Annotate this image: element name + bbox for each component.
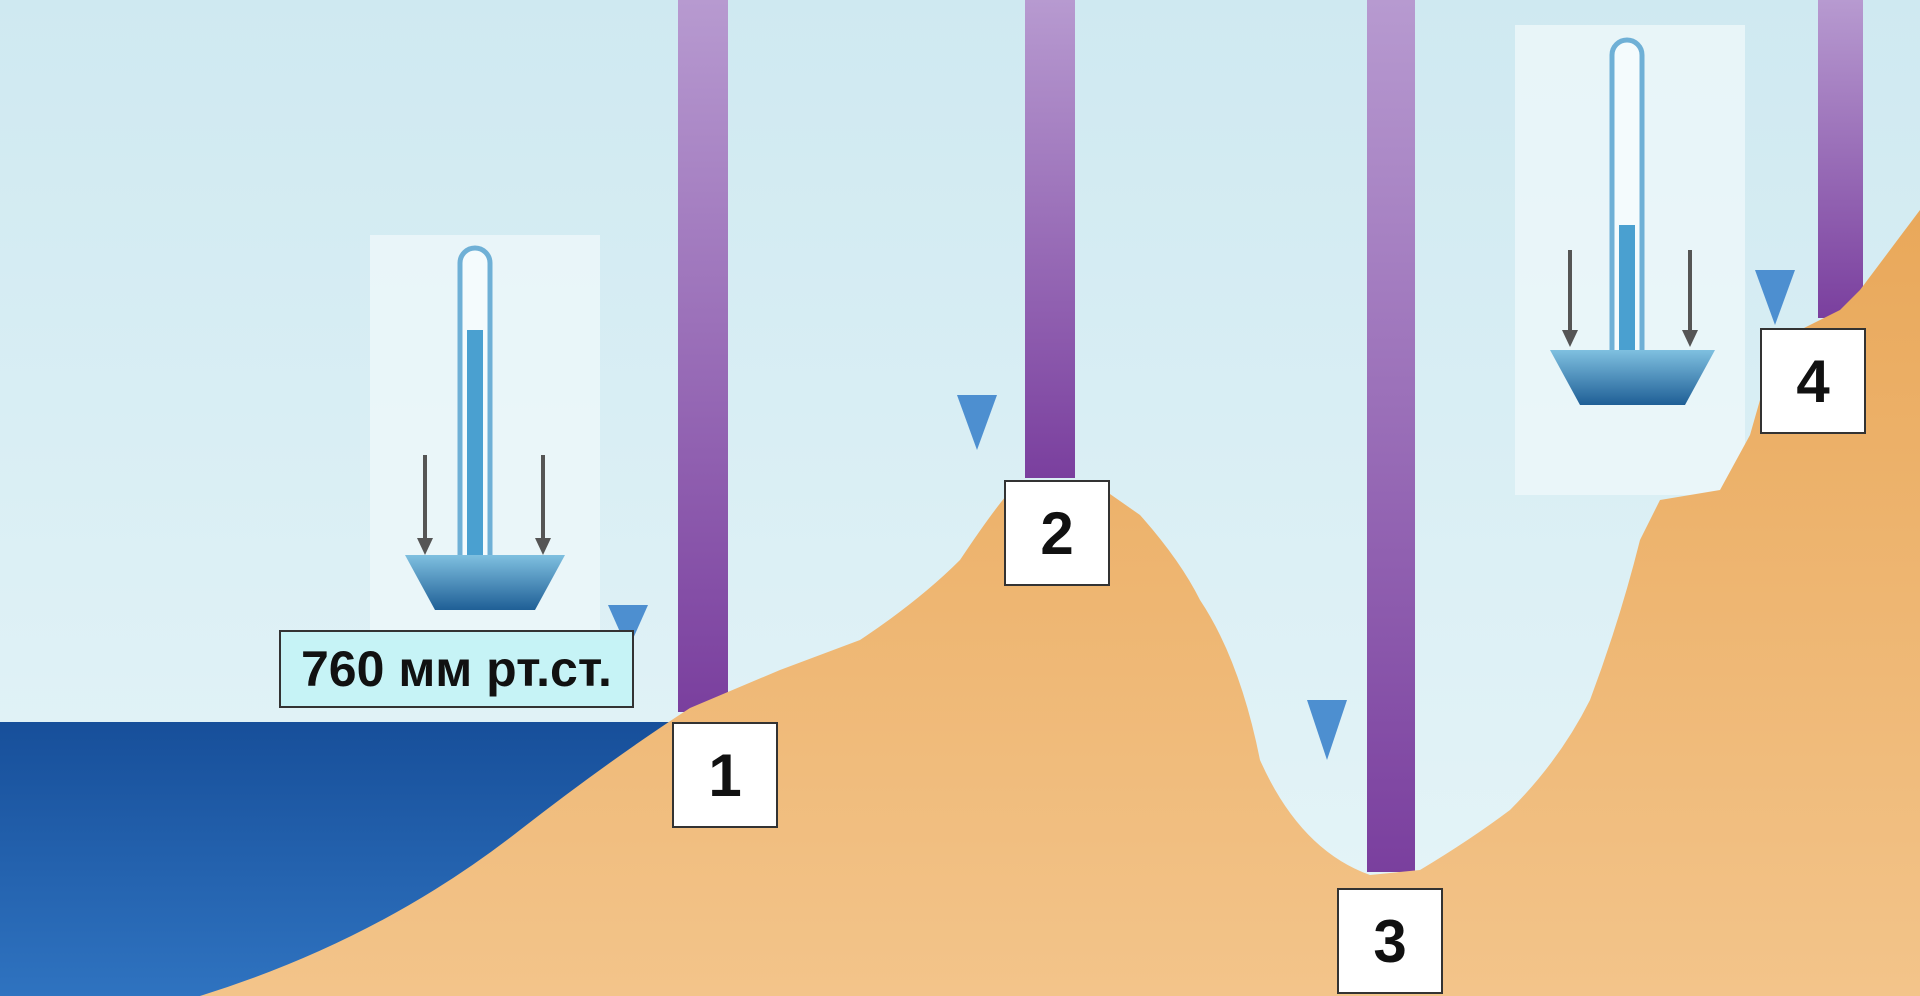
barometer-icon <box>405 245 565 610</box>
sea-level-pressure-label: 760 мм рт.ст. <box>279 630 634 708</box>
pressure-arrow-icon <box>1755 72 1795 325</box>
air-column-icon <box>678 0 728 712</box>
land-shape <box>200 210 1920 996</box>
pressure-arrow-icon <box>957 188 997 450</box>
point-label-1: 1 <box>672 722 778 828</box>
point-label-4: 4 <box>1760 328 1866 434</box>
pressure-arrow-icon <box>1307 490 1347 760</box>
point-label-3: 3 <box>1337 888 1443 994</box>
point-label-2: 2 <box>1004 480 1110 586</box>
air-column-icon <box>1367 0 1415 872</box>
air-column-icon <box>1025 0 1075 478</box>
barometer-icon <box>1550 37 1715 405</box>
air-column-icon <box>1818 0 1863 318</box>
sea-shape <box>0 722 670 996</box>
pressure-arrow-icon <box>608 418 648 650</box>
